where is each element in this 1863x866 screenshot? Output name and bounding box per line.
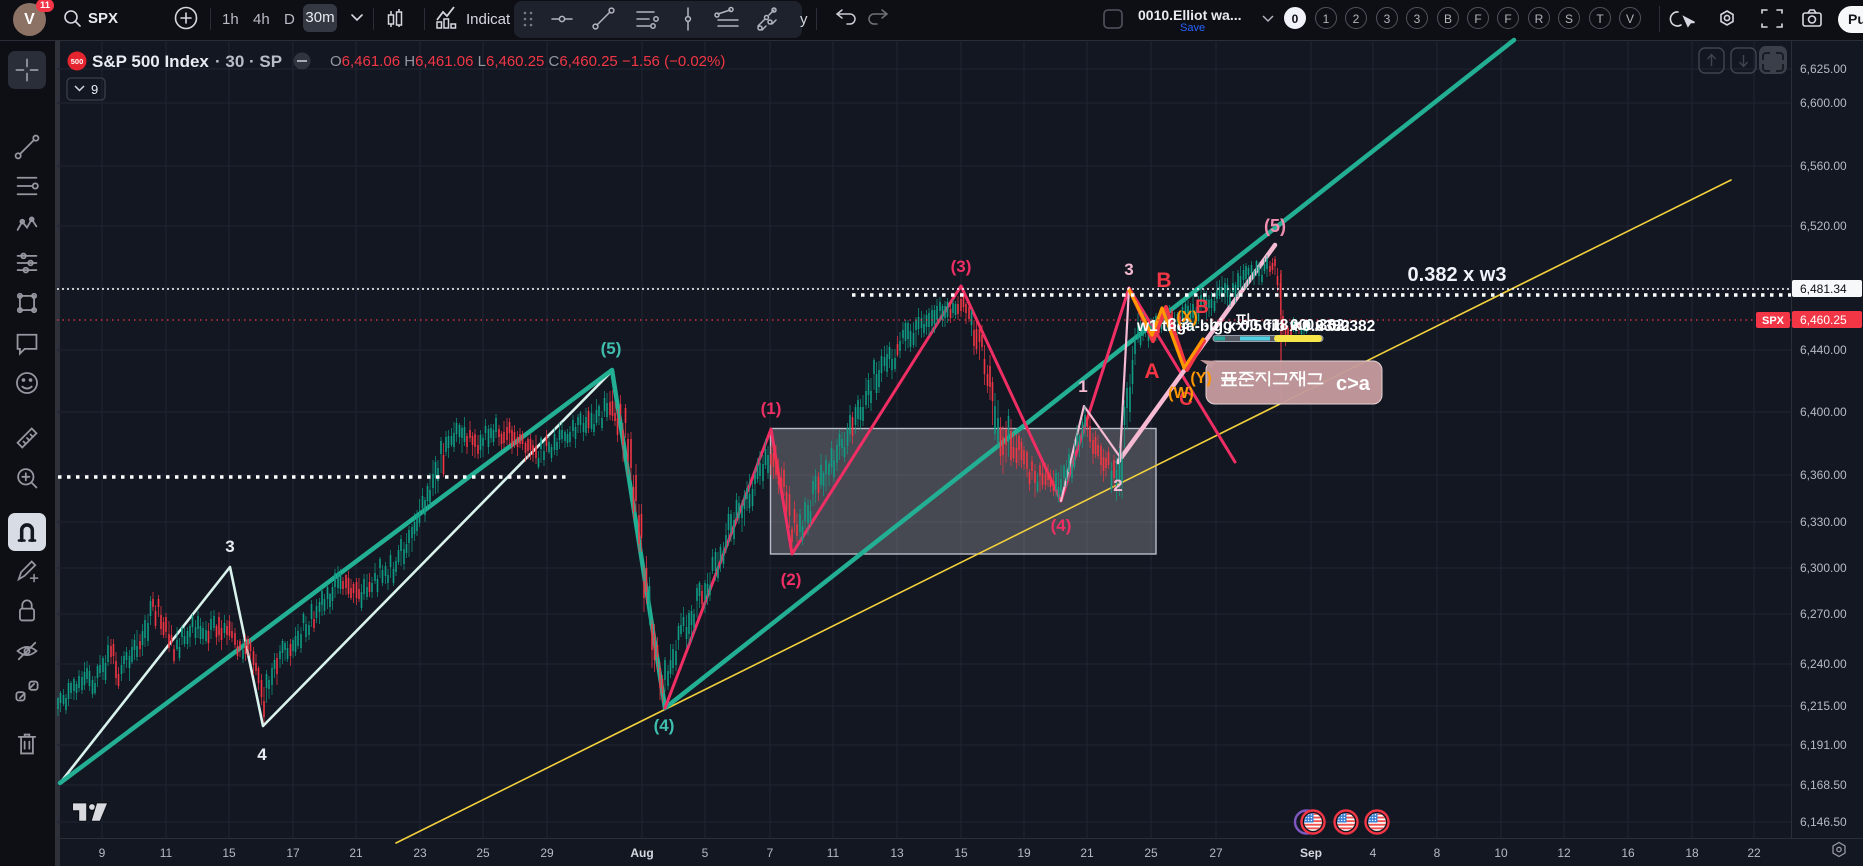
svg-text:2: 2	[1113, 476, 1122, 495]
svg-text:6,560.00: 6,560.00	[1800, 159, 1847, 173]
svg-text:3: 3	[1124, 260, 1133, 279]
svg-text:6,400.00: 6,400.00	[1800, 405, 1847, 419]
svg-text:27: 27	[1209, 846, 1223, 860]
svg-text:(X): (X)	[1176, 309, 1197, 326]
svg-text:18: 18	[1685, 846, 1699, 860]
svg-text:3.3: 3.3	[1168, 316, 1190, 333]
svg-text:A: A	[1144, 360, 1159, 383]
svg-text:15: 15	[222, 846, 236, 860]
svg-text:22: 22	[1747, 846, 1761, 860]
svg-text:· 30 · SP: · 30 · SP	[215, 52, 282, 71]
svg-text:25: 25	[1144, 846, 1158, 860]
svg-text:15: 15	[954, 846, 968, 860]
svg-text:25: 25	[476, 846, 490, 860]
svg-text:4: 4	[257, 745, 267, 764]
svg-text:Sep: Sep	[1300, 846, 1322, 860]
svg-text:10: 10	[1494, 846, 1508, 860]
svg-text:B: B	[1156, 269, 1171, 292]
svg-text:c>a: c>a	[1336, 373, 1371, 395]
svg-text:6,600.00: 6,600.00	[1800, 96, 1847, 110]
svg-text:6,191.00: 6,191.00	[1800, 738, 1847, 752]
svg-text:6,625.00: 6,625.00	[1800, 62, 1847, 76]
svg-text:w1 thga-big x 0.5 fib x 0.0382: w1 thga-big x 0.5 fib x 0.0382	[1136, 318, 1350, 335]
svg-text:6,481.34: 6,481.34	[1800, 282, 1847, 296]
svg-text:16: 16	[1621, 846, 1635, 860]
svg-text:29: 29	[540, 846, 554, 860]
svg-text:6,240.00: 6,240.00	[1800, 657, 1847, 671]
svg-text:8: 8	[1434, 846, 1441, 860]
svg-text:9: 9	[91, 82, 98, 97]
svg-text:(5): (5)	[1264, 216, 1286, 236]
svg-text:11: 11	[827, 846, 840, 860]
svg-text:17: 17	[286, 846, 300, 860]
svg-text:(5): (5)	[601, 339, 622, 358]
svg-text:00: 00	[1290, 317, 1307, 334]
svg-text:6,520.00: 6,520.00	[1800, 219, 1847, 233]
svg-text:B: B	[1195, 297, 1209, 318]
svg-text:6,440.00: 6,440.00	[1800, 343, 1847, 357]
svg-text:0 x 0.0382: 0 x 0.0382	[1302, 318, 1375, 335]
svg-text:6,300.00: 6,300.00	[1800, 561, 1847, 575]
svg-text:6,146.50: 6,146.50	[1800, 815, 1847, 829]
svg-text:5: 5	[702, 846, 709, 860]
svg-text:4: 4	[1370, 846, 1377, 860]
svg-text:(W): (W)	[1168, 385, 1194, 402]
svg-text:(4): (4)	[1051, 516, 1072, 535]
svg-text:6,330.00: 6,330.00	[1800, 515, 1847, 529]
svg-text:500: 500	[71, 57, 84, 66]
svg-text:6,360.00: 6,360.00	[1800, 468, 1847, 482]
svg-text:(2): (2)	[781, 570, 802, 589]
svg-text:21: 21	[1080, 846, 1094, 860]
svg-text:6,215.00: 6,215.00	[1800, 699, 1847, 713]
svg-text:0.382 x w3: 0.382 x w3	[1408, 264, 1507, 286]
svg-text:6,270.00: 6,270.00	[1800, 607, 1847, 621]
svg-text:O6,461.06 H6,461.06 L6,460.25: O6,461.06 H6,461.06 L6,460.25 C6,460.25 …	[330, 53, 725, 70]
svg-text:7: 7	[767, 846, 774, 860]
svg-text:SPX: SPX	[1762, 315, 1785, 327]
svg-text:1: 1	[1078, 377, 1087, 396]
svg-text:9: 9	[99, 846, 106, 860]
svg-text:6,460.25: 6,460.25	[1800, 313, 1847, 327]
svg-text:11: 11	[160, 846, 173, 860]
svg-text:6,168.50: 6,168.50	[1800, 778, 1847, 792]
svg-text:Aug: Aug	[630, 846, 653, 860]
svg-text:C: C	[1179, 389, 1193, 410]
svg-text:(1): (1)	[761, 399, 782, 418]
svg-text:19: 19	[1017, 846, 1031, 860]
svg-text:13: 13	[890, 846, 904, 860]
svg-text:21: 21	[349, 846, 363, 860]
svg-text:(4): (4)	[654, 716, 675, 735]
svg-text:S&P 500 Index: S&P 500 Index	[92, 52, 209, 71]
svg-text:(Y): (Y)	[1190, 370, 1211, 387]
svg-text:3: 3	[225, 537, 234, 556]
svg-text:(3): (3)	[951, 257, 972, 276]
svg-text:23: 23	[413, 846, 427, 860]
svg-text:12: 12	[1557, 846, 1571, 860]
